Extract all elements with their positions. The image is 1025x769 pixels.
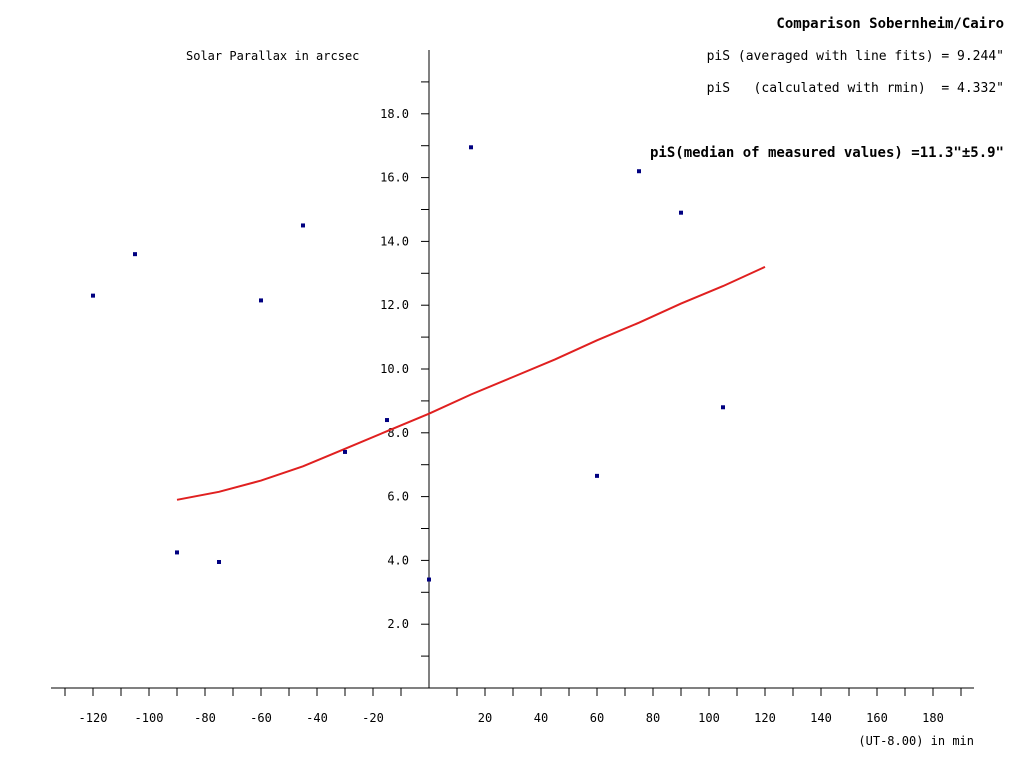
data-point — [91, 293, 95, 298]
y-axis-label: Solar Parallax in arcsec — [186, 49, 360, 63]
y-tick-label: 4.0 — [387, 553, 409, 567]
x-tick-label: 120 — [754, 711, 776, 725]
y-tick-label: 2.0 — [387, 617, 409, 631]
annotation-averaged: piS (averaged with line fits) = 9.244" — [706, 49, 1004, 64]
chart-title: Comparison Sobernheim/Cairo — [776, 16, 1004, 32]
data-point — [721, 405, 725, 410]
x-tick-label: -80 — [194, 711, 216, 725]
x-tick-label: -120 — [79, 711, 108, 725]
data-point — [595, 473, 599, 478]
x-tick-label: -100 — [135, 711, 164, 725]
data-point — [679, 210, 683, 215]
x-tick-label: 140 — [810, 711, 832, 725]
annotation-median: piS(median of measured values) =11.3"±5.… — [649, 145, 1004, 161]
x-tick-label: 40 — [534, 711, 548, 725]
x-tick-label: -40 — [306, 711, 328, 725]
data-point — [343, 449, 347, 454]
x-tick-label: 80 — [646, 711, 660, 725]
fit-curve — [176, 265, 766, 501]
x-tick-label: 180 — [922, 711, 944, 725]
x-tick-label: 60 — [590, 711, 604, 725]
data-points — [91, 145, 725, 582]
y-tick-label: 6.0 — [387, 490, 409, 504]
annotation-rmin: piS (calculated with rmin) = 4.332" — [706, 81, 1004, 96]
ticks — [64, 81, 962, 696]
data-point — [301, 223, 305, 228]
data-point — [217, 559, 221, 564]
x-tick-label: -20 — [362, 711, 384, 725]
data-point — [637, 169, 641, 174]
y-tick-label: 14.0 — [380, 234, 409, 248]
x-tick-label: 100 — [698, 711, 720, 725]
data-point — [133, 252, 137, 257]
x-tick-label: -60 — [250, 711, 272, 725]
data-point — [385, 418, 389, 423]
tick-labels: -120 -100 -80 -60 -40 -20 20 40 60 80 100 120 140 160… — [79, 107, 944, 725]
x-axis-label: (UT-8.00) in min — [858, 734, 974, 748]
data-point — [469, 145, 473, 150]
data-point — [175, 550, 179, 555]
data-point — [427, 577, 431, 582]
y-tick-label: 8.0 — [387, 426, 409, 440]
data-point — [259, 298, 263, 303]
y-tick-label: 18.0 — [380, 107, 409, 121]
fit-line — [176, 265, 766, 501]
y-tick-label: 16.0 — [380, 171, 409, 185]
x-tick-label: 160 — [866, 711, 888, 725]
y-tick-label: 12.0 — [380, 298, 409, 312]
x-tick-label: 20 — [478, 711, 492, 725]
y-tick-label: 10.0 — [380, 362, 409, 376]
